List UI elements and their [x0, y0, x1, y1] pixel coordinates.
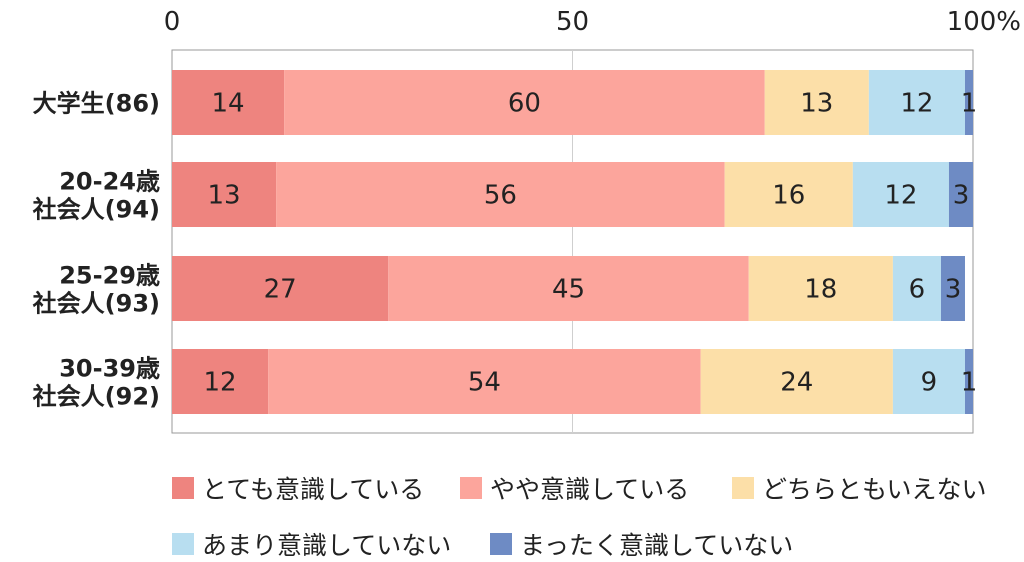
bar-value-label: 56: [484, 181, 517, 211]
bar-value-label: 45: [552, 275, 585, 305]
legend-swatch: [490, 533, 512, 555]
bar-segment: [948, 162, 973, 227]
bar-value-label: 27: [264, 275, 297, 305]
bar-value-label: 6: [909, 275, 926, 305]
bar-value-label: 3: [945, 275, 962, 305]
bar-value-label: 9: [921, 368, 938, 398]
bar-value-label: 18: [804, 275, 837, 305]
category-label: 25-29歳: [59, 262, 160, 290]
bar-value-label: 12: [884, 181, 917, 211]
legend-swatch: [732, 477, 754, 499]
legend-label: あまり意識していない: [202, 531, 452, 560]
bar-segment: [964, 70, 973, 135]
bar-segment: [700, 349, 893, 414]
bar-segment: [172, 70, 285, 135]
bar-value-label: 13: [208, 181, 241, 211]
category-label: 20-24歳: [59, 168, 160, 196]
legend-label: まったく意識していない: [520, 531, 794, 560]
bar-value-label: 60: [508, 89, 541, 119]
bar-segment: [892, 349, 965, 414]
legend-item: まったく意識していない: [490, 526, 793, 562]
bar-segment: [892, 256, 941, 321]
bar-segment: [940, 256, 965, 321]
category-label: 社会人(94): [33, 196, 160, 224]
x-tick-label: 100%: [947, 7, 1021, 37]
bar-segment: [268, 349, 701, 414]
bar-segment: [724, 162, 853, 227]
legend-item: やや意識している: [460, 470, 689, 506]
bar-segment: [284, 70, 765, 135]
bar-value-label: 3: [953, 181, 970, 211]
bar-value-label: 54: [468, 368, 501, 398]
legend-swatch: [172, 477, 194, 499]
legend-label: とても意識している: [202, 475, 425, 504]
x-tick-label: 0: [164, 7, 181, 37]
bar-segment: [964, 349, 973, 414]
category-label: 30-39歳: [59, 355, 160, 383]
legend-swatch: [460, 477, 482, 499]
legend-label: どちらともいえない: [762, 475, 987, 504]
bar-segment: [172, 256, 389, 321]
bar-value-label: 16: [772, 181, 805, 211]
bar-segment: [764, 70, 869, 135]
legend-label: やや意識している: [490, 475, 690, 504]
bar-segment: [172, 349, 269, 414]
bar-segment: [388, 256, 749, 321]
legend-item: とても意識している: [172, 470, 424, 506]
legend-item: あまり意識していない: [172, 526, 451, 562]
bar-value-label: 12: [204, 368, 237, 398]
bar-value-label: 14: [212, 89, 245, 119]
bar-segment: [748, 256, 893, 321]
category-label: 社会人(92): [33, 383, 160, 411]
category-label: 社会人(93): [33, 290, 160, 318]
bar-segment: [276, 162, 725, 227]
bar-segment: [868, 70, 965, 135]
bar-segment: [172, 162, 277, 227]
category-label: 大学生(86): [33, 90, 160, 118]
legend-swatch: [172, 533, 194, 555]
bar-value-label: 13: [800, 89, 833, 119]
legend-item: どちらともいえない: [732, 470, 987, 506]
bar-value-label: 1: [961, 368, 978, 398]
bar-value-label: 1: [961, 89, 978, 119]
bar-value-label: 24: [780, 368, 813, 398]
bar-value-label: 12: [900, 89, 933, 119]
bar-segment: [852, 162, 949, 227]
x-tick-label: 50: [556, 7, 589, 37]
